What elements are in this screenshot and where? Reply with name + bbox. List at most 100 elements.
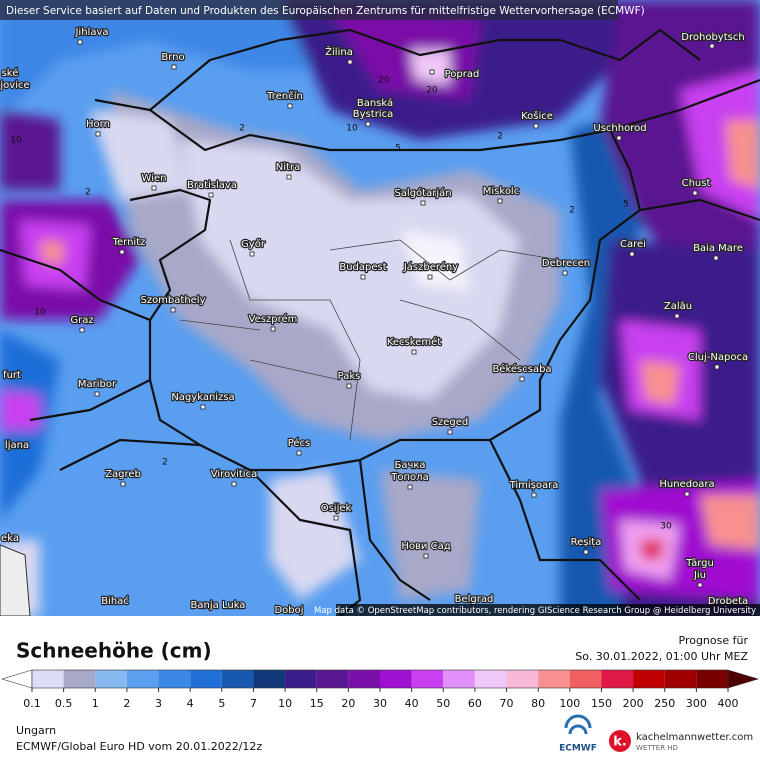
legend-swatch — [316, 670, 349, 688]
city-label: Szombathely — [140, 295, 205, 306]
city-label: Chust — [682, 178, 711, 189]
city-dot — [360, 274, 366, 280]
legend-swatch — [696, 670, 728, 688]
legend-tick-label: 4 — [187, 697, 194, 710]
city-label: Maribor — [78, 379, 117, 390]
legend-swatch — [506, 670, 539, 688]
legend-swatch — [285, 670, 317, 688]
legend-tick-label: 70 — [500, 697, 514, 710]
city-dot — [420, 200, 426, 206]
city-dot — [171, 64, 177, 70]
legend-swatch — [474, 670, 507, 688]
city-dot — [407, 484, 413, 490]
city-dot — [249, 251, 255, 257]
city-label: Nitra — [276, 162, 300, 173]
city-dot — [531, 492, 537, 498]
city-label: Bystrica — [353, 109, 393, 120]
city-label: Timișoara — [509, 480, 559, 491]
city-dot — [287, 103, 293, 109]
city-label: Košice — [521, 110, 553, 122]
legend-swatch — [63, 670, 96, 688]
city-label: Graz — [70, 315, 93, 326]
legend-swatch — [32, 670, 64, 688]
legend-tick-label: 10 — [278, 697, 292, 710]
city-dot — [95, 131, 101, 137]
legend-tick-label: 20 — [341, 697, 355, 710]
city-label: Pécs — [288, 437, 311, 449]
city-dot — [697, 582, 703, 588]
city-label: Salgótarján — [394, 187, 451, 199]
legend-swatch — [664, 670, 697, 688]
legend-swatch — [221, 670, 254, 688]
coast — [0, 544, 31, 616]
city-label: jovice — [0, 80, 30, 91]
city-dot — [79, 327, 85, 333]
city-dot — [497, 198, 503, 204]
city-label: Miskolc — [483, 186, 519, 197]
region: Ungarn — [16, 724, 56, 737]
city-label: Jiu — [693, 570, 706, 581]
city-dot — [629, 251, 635, 257]
legend-tick-label: 5 — [218, 697, 225, 710]
city-dot — [270, 326, 276, 332]
city-label: Jászberény — [403, 261, 458, 273]
city-dot — [714, 364, 720, 370]
country-border — [29, 379, 641, 616]
legend-tick-label: 300 — [686, 697, 707, 710]
city-label: Győr — [241, 238, 266, 250]
legend-swatch — [633, 670, 665, 688]
legend-tick-label: 200 — [623, 697, 644, 710]
city-label: Paks — [338, 371, 361, 382]
city-dot — [347, 59, 353, 65]
contour-label: 2 — [85, 188, 91, 198]
notice-bar — [0, 0, 618, 20]
legend-tick-label: 15 — [310, 697, 324, 710]
city-label: Cluj-Napoca — [688, 352, 748, 363]
contour-label: 2 — [162, 458, 168, 468]
city-label: Wien — [142, 173, 167, 184]
notice: Dieser Service basiert auf Daten und Pro… — [6, 5, 645, 17]
city-label: Zagreb — [105, 469, 141, 480]
city-label: Bihać — [101, 595, 129, 607]
legend-tick-label: 1 — [92, 697, 99, 710]
country-border — [0, 248, 151, 322]
city-label: Szeged — [432, 417, 469, 428]
city-dot — [77, 39, 83, 45]
legend-tick-label: 2 — [123, 697, 130, 710]
legend-tick-label: 400 — [718, 697, 739, 710]
city-label: Békéscsaba — [492, 363, 551, 375]
map: Dieser Service basiert auf Daten und Pro… — [0, 0, 760, 616]
city-label: Uschhorod — [593, 123, 646, 134]
city-dot — [519, 376, 525, 382]
legend-swatch — [601, 670, 634, 688]
contour-label: 2 — [239, 124, 245, 134]
city-dot — [208, 192, 214, 198]
country-border — [149, 28, 701, 111]
city-dot — [120, 481, 126, 487]
city-label: Banja Luka — [191, 600, 246, 611]
legend-tick-label: 30 — [373, 697, 387, 710]
city-label: Bratislava — [187, 180, 237, 191]
legend-tick-label: 60 — [468, 697, 482, 710]
contour-label: 20 — [426, 86, 438, 96]
city-label: Reșița — [571, 537, 602, 548]
county-border — [179, 239, 561, 441]
city-dot — [429, 69, 435, 75]
city-dot — [94, 391, 100, 397]
city-dot — [231, 481, 237, 487]
city-dot — [709, 43, 715, 49]
legend-tick-label: 40 — [405, 697, 419, 710]
city-label: Horn — [86, 119, 110, 130]
legend-swatch — [443, 670, 475, 688]
city-dot — [411, 349, 417, 355]
city-dot — [427, 274, 433, 280]
legend-tick-label: 80 — [531, 697, 545, 710]
country-border — [94, 98, 642, 472]
legend-tick-label: 3 — [155, 697, 162, 710]
city-dot — [562, 270, 568, 276]
forecast-label: Prognose für — [679, 634, 749, 647]
city-dot — [447, 429, 453, 435]
attribution-bar — [336, 604, 760, 616]
